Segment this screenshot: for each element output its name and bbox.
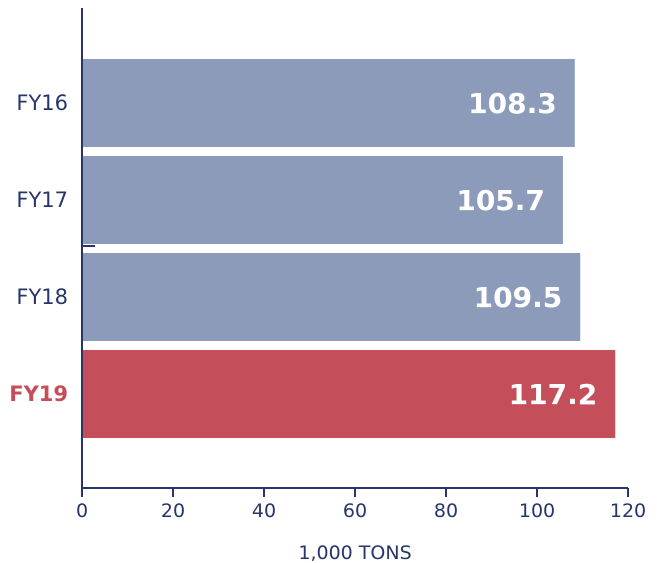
bars-group xyxy=(82,59,616,438)
bar-fy16 xyxy=(82,59,575,147)
x-tick-label-60: 60 xyxy=(343,500,367,522)
x-tick-label-120: 120 xyxy=(610,500,646,522)
value-label-fy16: 108.3 xyxy=(468,87,557,120)
value-label-fy19: 117.2 xyxy=(509,378,598,411)
x-tick-label-0: 0 xyxy=(76,500,88,522)
x-tick-label-80: 80 xyxy=(434,500,458,522)
value-labels-group: 108.3 105.7 109.5 117.2 xyxy=(456,87,597,411)
x-tick-label-100: 100 xyxy=(519,500,555,522)
bar-fy18 xyxy=(82,253,581,341)
category-label-fy17: FY17 xyxy=(16,188,68,212)
x-tick-label-40: 40 xyxy=(252,500,276,522)
category-label-fy18: FY18 xyxy=(16,285,68,309)
value-label-fy17: 105.7 xyxy=(456,184,545,217)
category-labels-group: FY16 FY17 FY18 FY19 xyxy=(9,91,68,406)
bar-fy19 xyxy=(82,350,616,438)
x-axis-title: 1,000 TONS xyxy=(298,542,411,563)
category-label-fy19: FY19 xyxy=(9,382,68,406)
category-label-fy16: FY16 xyxy=(16,91,68,115)
x-tick-label-20: 20 xyxy=(161,500,185,522)
x-axis-ticks-group: 0 20 40 60 80 100 120 xyxy=(76,488,646,522)
bar-fy17 xyxy=(82,156,563,244)
value-label-fy18: 109.5 xyxy=(474,281,563,314)
